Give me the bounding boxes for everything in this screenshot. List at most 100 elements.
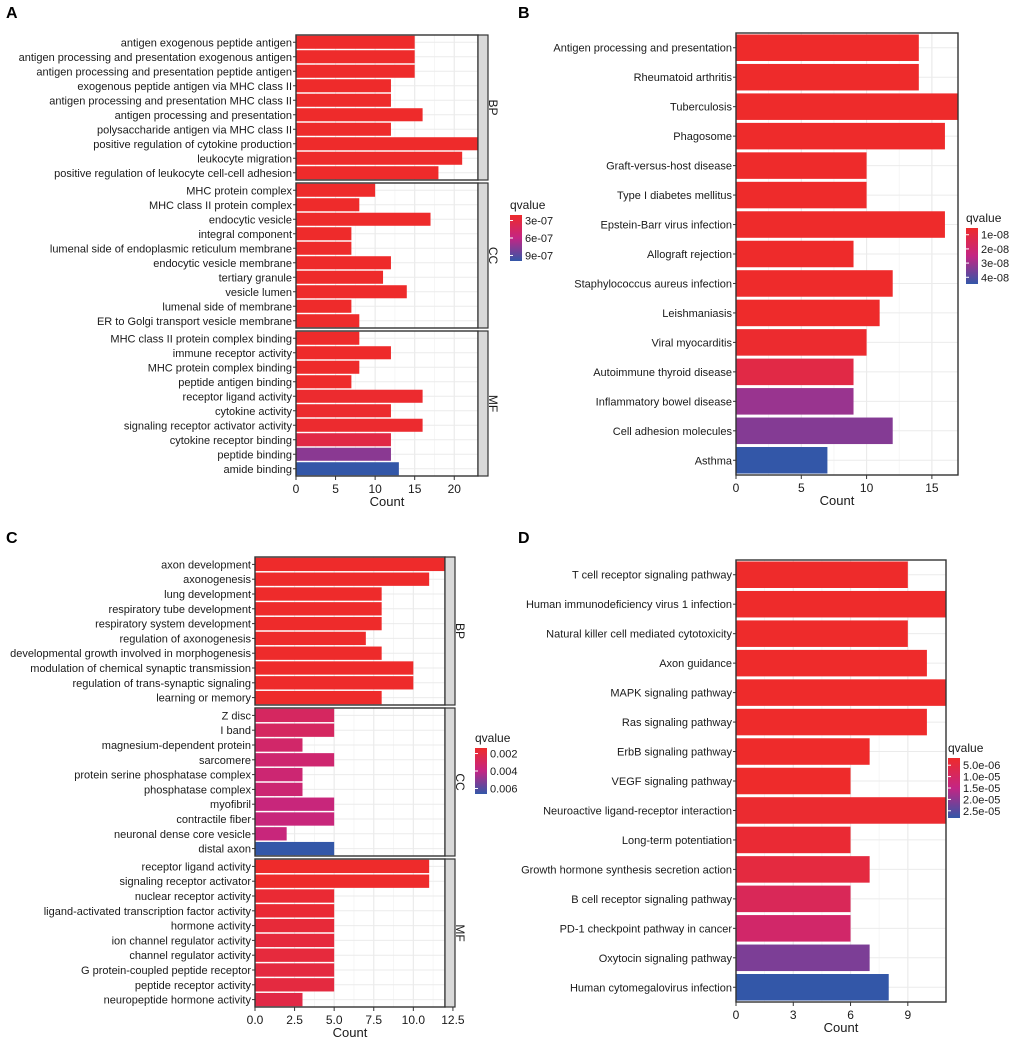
bar <box>736 63 919 91</box>
legend-tick-label: 0.004 <box>490 766 518 778</box>
bar <box>296 462 399 476</box>
bar <box>255 676 414 690</box>
category-label: Ras signaling pathway <box>622 717 733 729</box>
category-label: Cell adhesion molecules <box>613 426 733 438</box>
category-label: ion channel regulator activity <box>112 935 252 947</box>
bar <box>736 34 919 61</box>
bar <box>296 346 391 360</box>
facet-strip-label: BP <box>453 623 467 639</box>
category-label: antigen exogenous peptide antigen <box>121 37 292 49</box>
facet-mf: receptor ligand activity signaling recept… <box>44 858 467 1008</box>
legend-tick-label: 2e-08 <box>981 244 1009 256</box>
category-label: Z disc <box>222 710 252 722</box>
facet-strip <box>444 858 456 1008</box>
category-label: antigen processing and presentation exog… <box>19 52 292 64</box>
category-label: G protein-coupled peptide receptor <box>81 965 251 977</box>
category-label: contractile fiber <box>176 814 251 826</box>
legend-colorbar <box>966 228 978 284</box>
x-tick-label: 10.0 <box>402 1013 426 1027</box>
x-tick-label: 0 <box>733 1008 740 1022</box>
bar <box>255 587 382 601</box>
bar <box>255 948 335 962</box>
facet-strip <box>444 556 456 706</box>
bar <box>296 447 391 461</box>
bar <box>296 418 423 432</box>
bar <box>736 974 889 1001</box>
bar <box>296 79 391 93</box>
bar <box>296 331 360 345</box>
category-label: Epstein-Barr virus infection <box>601 220 732 232</box>
category-label: channel regulator activity <box>129 950 251 962</box>
bar <box>736 649 927 677</box>
category-label: MHC class II protein complex <box>149 200 293 212</box>
facet-strip-label: MF <box>486 395 500 412</box>
legend-tick-label: 9e-07 <box>525 250 553 262</box>
bar <box>296 375 352 389</box>
category-label: peptide binding <box>217 449 292 461</box>
category-label: cytokine activity <box>215 406 293 418</box>
bar <box>736 915 851 942</box>
legend-title: qvalue <box>475 731 511 745</box>
bar <box>296 183 376 197</box>
legend-tick-label: 1.0e-05 <box>963 772 1000 784</box>
facet-strip <box>477 34 489 181</box>
bar <box>255 827 287 841</box>
category-label: axon development <box>161 559 251 571</box>
category-label: antigen processing and presentation pept… <box>36 66 292 78</box>
category-label: sarcomere <box>199 755 251 767</box>
x-tick-label: 5 <box>798 481 805 495</box>
bar <box>255 602 382 616</box>
legend-colorbar <box>510 215 522 261</box>
x-axis-title: Count <box>824 1020 859 1035</box>
bar <box>736 388 854 415</box>
legend-tick-label: 4e-08 <box>981 272 1009 284</box>
bar <box>255 723 335 737</box>
legend-colorbar <box>475 748 487 794</box>
category-label: neuronal dense core vesicle <box>114 829 251 841</box>
bar <box>736 620 908 647</box>
bar <box>255 918 335 933</box>
category-label: distal axon <box>198 844 251 856</box>
category-label: axonogenesis <box>183 574 251 586</box>
bar <box>296 122 391 136</box>
category-label: Long-term potentiation <box>622 835 732 847</box>
x-tick-label: 0 <box>733 481 740 495</box>
x-axis-title: Count <box>370 494 405 509</box>
category-label: respiratory system development <box>95 619 251 631</box>
category-label: developmental growth involved in morphog… <box>10 648 251 660</box>
facet-bp: antigen exogenous peptide antigen antigen… <box>19 34 500 181</box>
x-tick-label: 15 <box>925 481 939 495</box>
bar <box>296 227 352 241</box>
bar <box>736 561 908 588</box>
legend-tick-label: 2.5e-05 <box>963 806 1000 818</box>
bar <box>255 963 335 977</box>
category-label: receptor ligand activity <box>142 861 252 873</box>
category-label: hormone activity <box>171 921 252 933</box>
bar <box>255 874 430 888</box>
bar <box>255 841 335 856</box>
legend-tick-label: 2.0e-05 <box>963 794 1000 806</box>
category-label: signaling receptor activator <box>120 876 252 888</box>
facet-strip-label: MF <box>453 924 467 941</box>
x-tick-label: 5 <box>332 482 339 496</box>
category-label: lumenal side of endoplasmic reticulum me… <box>50 243 292 255</box>
category-label: Phagosome <box>673 131 732 143</box>
bar <box>255 708 335 723</box>
category-label: vesicle lumen <box>225 287 292 299</box>
bar <box>296 314 360 328</box>
panel-letter: D <box>518 530 530 547</box>
category-label: magnesium-dependent protein <box>102 740 251 752</box>
bar <box>736 417 893 445</box>
bar <box>736 590 946 618</box>
legend-tick-label: 6e-07 <box>525 233 553 245</box>
x-tick-label: 2.5 <box>286 1013 303 1027</box>
bar <box>736 299 880 327</box>
category-label: antigen processing and presentation <box>115 110 292 122</box>
category-label: phosphatase complex <box>144 784 252 796</box>
bar <box>255 812 335 826</box>
category-label: respiratory tube development <box>109 604 251 616</box>
legend-tick-label: 0.002 <box>490 749 518 761</box>
category-label: tertiary granule <box>219 272 292 284</box>
